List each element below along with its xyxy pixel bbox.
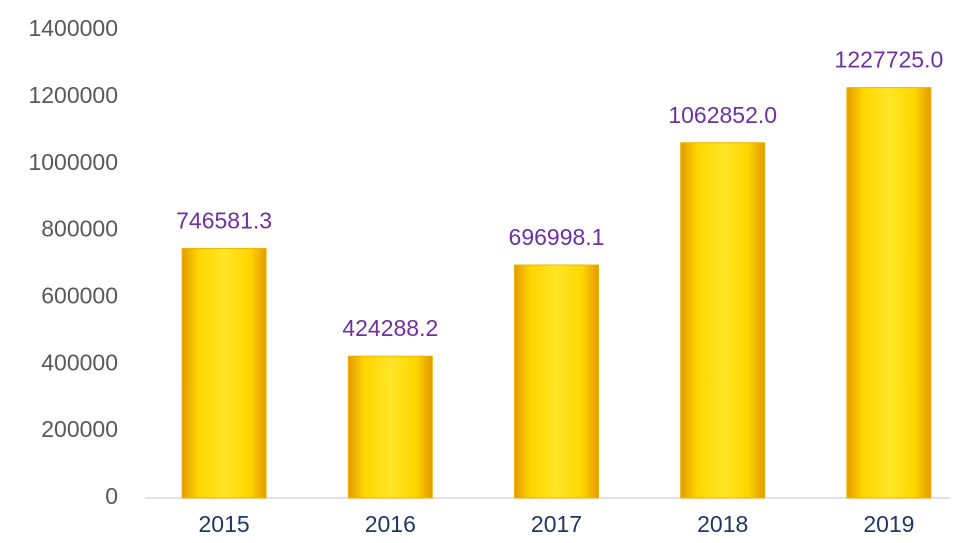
x-tick-label: 2018	[697, 511, 748, 537]
bar	[680, 142, 766, 499]
y-tick-label: 800000	[41, 216, 118, 242]
value-label: 696998.1	[509, 224, 605, 250]
x-tick-label: 2015	[199, 511, 250, 537]
bar	[846, 87, 932, 499]
value-label: 1062852.0	[668, 102, 777, 128]
bar	[514, 264, 599, 499]
y-tick-label: 0	[105, 483, 118, 509]
x-tick-label: 2017	[531, 511, 582, 537]
y-tick-label: 1400000	[28, 15, 118, 41]
y-tick-label: 600000	[41, 283, 118, 309]
x-tick-label: 2019	[863, 511, 914, 537]
bar	[181, 247, 267, 499]
bar	[347, 355, 433, 499]
value-label: 746581.3	[176, 208, 272, 234]
value-label: 424288.2	[342, 315, 438, 341]
y-tick-label: 1200000	[28, 82, 118, 108]
x-tick-label: 2016	[365, 511, 416, 537]
value-label: 1227725.0	[835, 47, 944, 73]
y-tick-label: 200000	[41, 416, 118, 442]
y-tick-label: 1000000	[28, 149, 118, 175]
y-tick-label: 400000	[41, 349, 118, 375]
